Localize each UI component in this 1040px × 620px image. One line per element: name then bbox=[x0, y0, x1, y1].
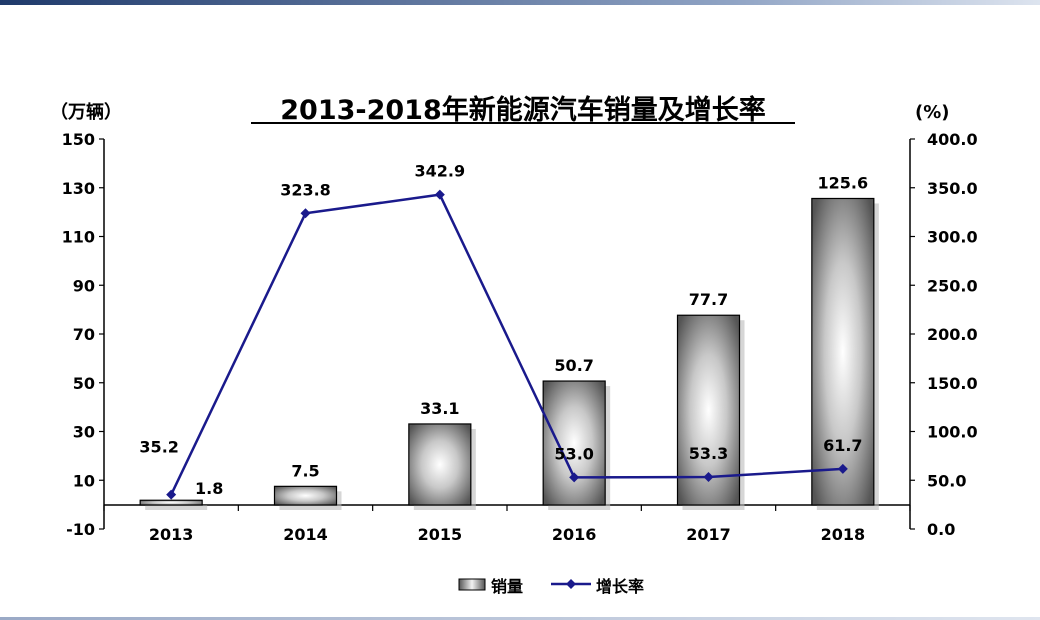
bar-series bbox=[139, 197, 879, 510]
legend-bar-label: 销量 bbox=[491, 577, 523, 596]
category-labels: 2013 2014 2015 2016 2017 2018 bbox=[149, 525, 865, 544]
legend-line-label: 增长率 bbox=[596, 577, 644, 596]
growth-point bbox=[569, 472, 580, 483]
growth-point bbox=[166, 489, 177, 500]
right-tick-label: 250.0 bbox=[927, 276, 978, 295]
left-tick-label: 30 bbox=[73, 423, 95, 442]
growth-data-label: 61.7 bbox=[823, 436, 862, 455]
top-rule bbox=[0, 0, 1040, 5]
growth-point bbox=[703, 472, 714, 483]
growth-data-label: 35.2 bbox=[139, 438, 178, 457]
right-tick-label: 200.0 bbox=[927, 325, 978, 344]
line-data-labels: 35.2 323.8 342.9 53.0 53.3 61.7 bbox=[139, 162, 862, 464]
right-tick-label: 300.0 bbox=[927, 228, 978, 247]
chart-title: 2013-2018年新能源汽车销量及增长率 bbox=[280, 94, 766, 126]
legend: 销量 增长率 bbox=[458, 577, 644, 596]
right-tick-label: 0.0 bbox=[927, 520, 955, 539]
category-label: 2015 bbox=[418, 525, 463, 544]
growth-data-label: 342.9 bbox=[415, 162, 466, 181]
left-tick-label: 130 bbox=[62, 179, 95, 198]
bar-data-label: 7.5 bbox=[291, 461, 319, 480]
category-label: 2016 bbox=[552, 525, 597, 544]
category-label: 2014 bbox=[283, 525, 328, 544]
legend-diamond-marker bbox=[566, 579, 576, 589]
growth-line bbox=[170, 193, 843, 496]
bar-data-label: 77.7 bbox=[689, 290, 728, 309]
right-tick-label: 50.0 bbox=[927, 471, 966, 490]
left-axis-ticks: 150 130 110 90 70 50 30 10 -10 bbox=[62, 130, 104, 539]
right-axis-ticks: 400.0 350.0 300.0 250.0 200.0 150.0 100.0 50.0 0… bbox=[910, 130, 978, 539]
right-axis-unit: (%) bbox=[915, 102, 950, 123]
bar bbox=[542, 380, 606, 506]
growth-point bbox=[300, 208, 311, 219]
bar-data-label: 33.1 bbox=[420, 399, 459, 418]
growth-point bbox=[434, 189, 445, 200]
category-label: 2013 bbox=[149, 525, 194, 544]
bar bbox=[408, 423, 472, 506]
left-axis-unit: （万辆） bbox=[50, 101, 122, 123]
category-label: 2017 bbox=[686, 525, 731, 544]
line-series bbox=[166, 189, 848, 500]
bar bbox=[139, 499, 203, 506]
right-tick-label: 150.0 bbox=[927, 374, 978, 393]
left-tick-label: 150 bbox=[62, 130, 95, 149]
growth-data-label: 323.8 bbox=[280, 180, 331, 199]
bar bbox=[273, 485, 338, 506]
right-tick-label: 400.0 bbox=[927, 130, 978, 149]
category-label: 2018 bbox=[821, 525, 866, 544]
bar-data-labels: 1.8 7.5 33.1 50.7 77.7 125.6 bbox=[195, 173, 868, 498]
left-tick-label: 90 bbox=[73, 276, 95, 295]
left-tick-label: 70 bbox=[73, 325, 95, 344]
bar-shadow bbox=[145, 505, 208, 510]
bar-data-label: 125.6 bbox=[818, 173, 869, 192]
right-tick-label: 100.0 bbox=[927, 423, 978, 442]
bar-data-label: 50.7 bbox=[554, 356, 593, 375]
left-tick-label: 50 bbox=[73, 374, 95, 393]
bottom-rule bbox=[0, 617, 1040, 620]
growth-data-label: 53.3 bbox=[689, 444, 728, 463]
left-tick-label: 10 bbox=[73, 471, 95, 490]
left-tick-label: 110 bbox=[62, 228, 95, 247]
legend-bar-swatch bbox=[458, 578, 486, 591]
growth-data-label: 53.0 bbox=[554, 444, 593, 463]
growth-point bbox=[837, 463, 848, 474]
left-tick-label: -10 bbox=[66, 520, 95, 539]
right-tick-label: 350.0 bbox=[927, 179, 978, 198]
bar bbox=[811, 197, 875, 506]
bar-data-label: 1.8 bbox=[195, 479, 223, 498]
